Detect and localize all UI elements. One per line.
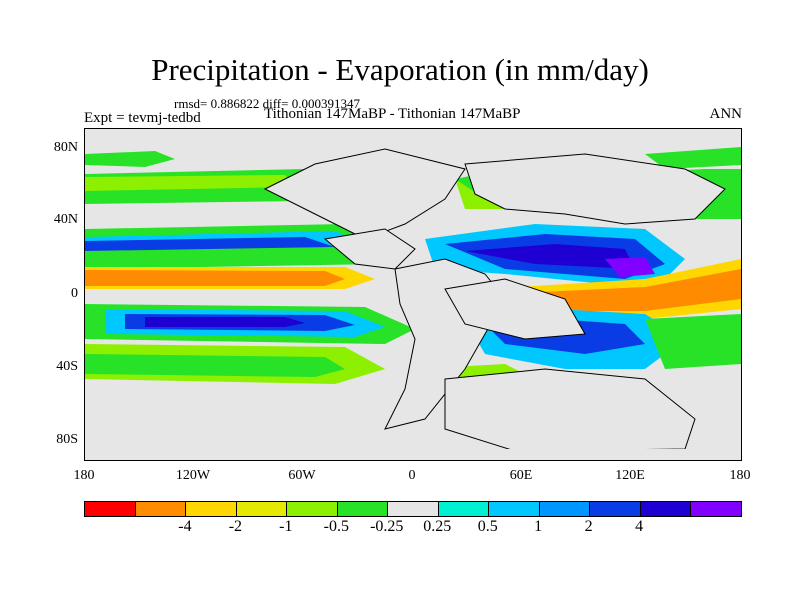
colorbar-swatch: [236, 502, 288, 516]
colorbar-label: 1: [534, 518, 543, 535]
precip-south-darkblue: [145, 317, 305, 327]
x-tick-0: 0: [408, 468, 416, 483]
x-tick-120e: 120E: [615, 468, 645, 483]
map-svg: [85, 129, 741, 460]
precip-tropics-blue-west: [85, 237, 335, 251]
x-tick-180w: 180: [73, 468, 95, 483]
colorbar-swatch: [135, 502, 187, 516]
precip-arctic-east: [645, 147, 741, 169]
colorbar-label: 0.25: [423, 518, 452, 535]
experiment-label: Expt = tevmj-tedbd: [84, 110, 201, 126]
plot-title: Precipitation - Evaporation (in mm/day): [151, 52, 649, 87]
precip-east-darkblue: [465, 244, 635, 269]
y-tick-40s: 40S: [56, 359, 78, 374]
colorbar-swatch: [388, 502, 439, 516]
colorbar-label: 4: [635, 518, 644, 535]
landmass-antarctica: [444, 368, 696, 452]
season-label: ANN: [709, 106, 743, 122]
y-tick-40n: 40N: [53, 212, 78, 227]
colorbar-label: 2: [584, 518, 593, 535]
y-tick-0: 0: [71, 286, 78, 301]
colorbar-swatch: [337, 502, 389, 516]
precip-band-north-pacific-light: [85, 175, 295, 191]
y-tick-80s: 80S: [56, 432, 78, 447]
landmass-africa: [444, 278, 586, 340]
colorbar-swatch: [438, 502, 490, 516]
polar-cap-north: [85, 129, 741, 141]
colorbar-swatch: [539, 502, 591, 516]
y-tick-80n: 80N: [53, 140, 78, 155]
colorbar-label: -4: [178, 518, 192, 535]
x-tick-60w: 60W: [288, 468, 316, 483]
colorbar-swatch: [186, 502, 237, 516]
landmass-laurasia-east: [464, 153, 726, 225]
x-tick-120w: 120W: [175, 468, 211, 483]
precip-east-purple: [605, 257, 655, 277]
precip-southeast-green: [645, 314, 741, 369]
map-panel: [84, 128, 742, 461]
colorbar-swatch: [287, 502, 338, 516]
x-tick-180e: 180: [729, 468, 751, 483]
precip-arctic-west: [85, 151, 175, 167]
landmass-laurasia-west: [263, 148, 466, 240]
colorbar-swatch: [489, 502, 540, 516]
evap-band-west-orange: [85, 270, 345, 286]
colorbar-label: -0.5: [323, 518, 349, 535]
colorbar-label: -1: [279, 518, 293, 535]
colorbar: [84, 501, 742, 517]
colorbar-swatch: [691, 502, 741, 516]
x-tick-60e: 60E: [509, 468, 533, 483]
landmass-central-america: [323, 228, 416, 270]
colorbar-swatch: [590, 502, 641, 516]
colorbar-swatch: [640, 502, 692, 516]
center-subtitle: Tithonian 147MaBP - Tithonian 147MaBP: [264, 106, 521, 122]
precip-south-midlat-green: [85, 354, 345, 377]
polar-cap-south: [85, 449, 741, 460]
colorbar-label: -0.25: [370, 518, 404, 535]
colorbar-label: -2: [228, 518, 243, 535]
stats-line: rmsd= 0.886822 diff= 0.000391347: [174, 96, 360, 111]
colorbar-swatch: [85, 502, 136, 516]
colorbar-label: 0.5: [477, 518, 498, 535]
